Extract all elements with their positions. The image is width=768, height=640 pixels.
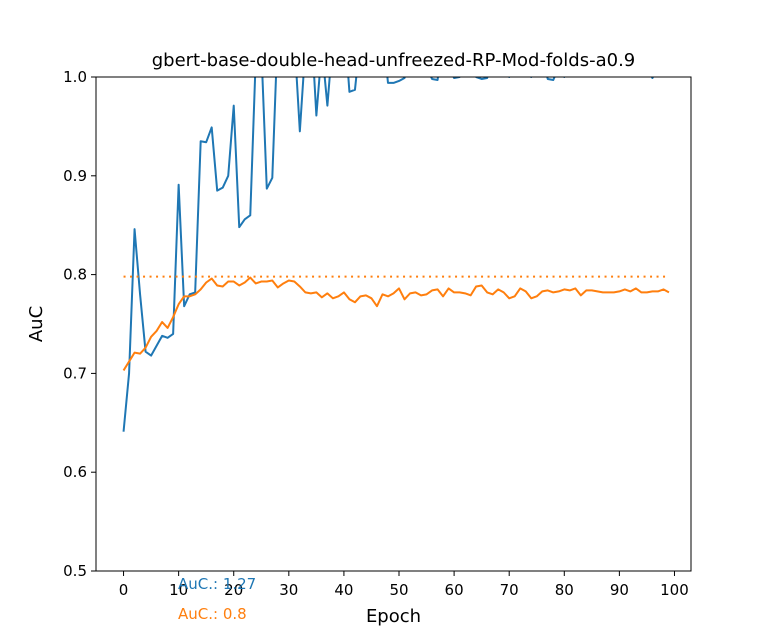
x-tick-label: 70 (500, 581, 519, 599)
x-tick-label: 40 (334, 581, 353, 599)
x-tick-label: 90 (610, 581, 629, 599)
x-axis-label: Epoch (366, 606, 421, 627)
x-tick-label: 50 (389, 581, 408, 599)
y-tick-label: 0.8 (63, 266, 87, 284)
chart-title: gbert-base-double-head-unfreezed-RP-Mod-… (152, 50, 636, 71)
y-tick-label: 0.5 (63, 562, 87, 580)
y-tick-label: 0.9 (63, 167, 87, 185)
x-tick-label: 60 (445, 581, 464, 599)
y-tick-label: 0.6 (63, 463, 87, 481)
y-tick-label: 1.0 (63, 68, 87, 86)
x-tick-label: 30 (279, 581, 298, 599)
y-axis-label: AuC (26, 306, 47, 342)
annotation-auc-orange: AuC.: 0.8 (178, 605, 247, 623)
x-tick-label: 0 (119, 581, 129, 599)
x-tick-label: 80 (555, 581, 574, 599)
annotation-auc-blue: AuC.: 1.27 (178, 575, 256, 593)
x-tick-label: 100 (660, 581, 689, 599)
y-tick-label: 0.7 (63, 364, 87, 382)
